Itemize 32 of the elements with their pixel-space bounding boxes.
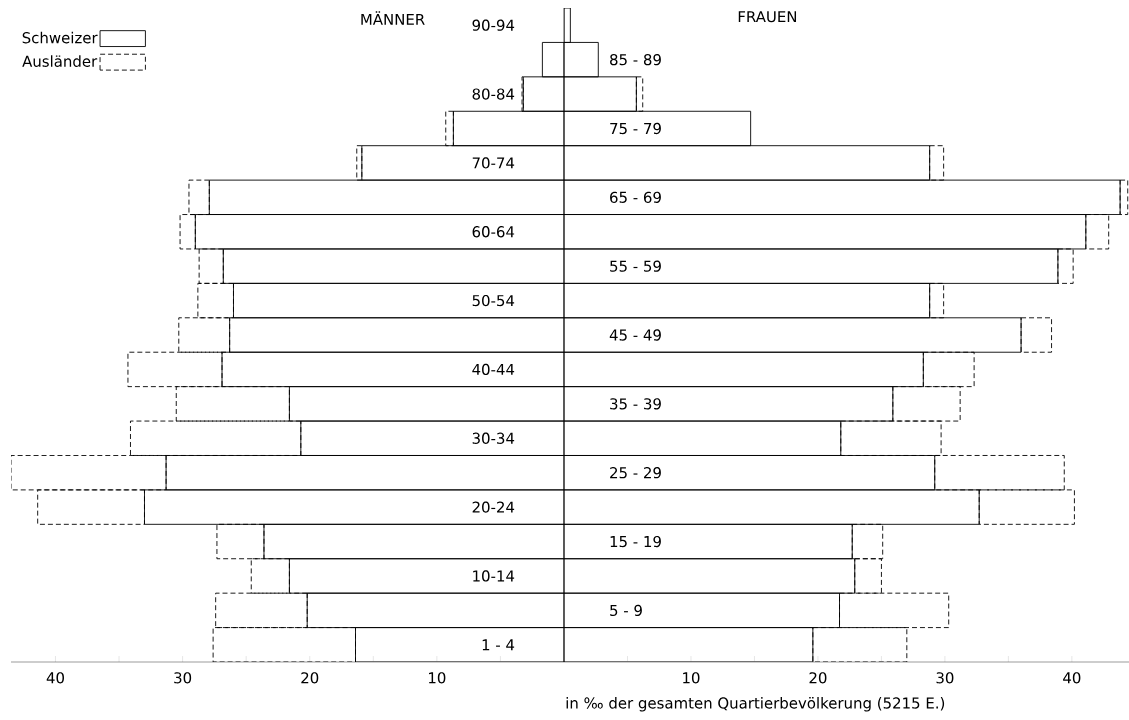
y-tick-label: 55 - 59 (610, 260, 661, 272)
y-tick-label: 65 - 69 (610, 191, 661, 203)
x-tick-label: 30 (936, 672, 954, 684)
y-tick-label: 20-24 (472, 501, 515, 513)
y-tick-label: 25 - 29 (610, 467, 661, 479)
x-tick-label: 20 (809, 672, 827, 684)
y-tick-label: 75 - 79 (610, 122, 661, 135)
x-tick-label: 20 (301, 672, 319, 684)
y-tick-label: 1 - 4 (482, 639, 515, 651)
x-tick-label: 40 (1063, 672, 1081, 684)
x-axis-title: in ‰ der gesamten Quartierbevölkerung (5215 E.) (566, 697, 945, 712)
y-tick-label: 40-44 (472, 363, 515, 376)
y-tick-label: 80-84 (472, 88, 515, 100)
x-tick-label: 10 (429, 672, 446, 684)
y-tick-label: 45 - 49 (609, 329, 661, 341)
y-tick-label: 5 - 9 (610, 604, 642, 617)
y-tick-label: 85 - 89 (610, 53, 661, 66)
y-tick-label: 15 - 19 (610, 535, 661, 548)
y-tick-label: 10-14 (473, 570, 515, 582)
y-tick-label: 60-64 (472, 226, 515, 238)
chart-title: FRAUEN (738, 11, 797, 23)
legend-label: Schweizer (22, 31, 98, 44)
y-tick-label: 30-34 (472, 432, 515, 444)
y-tick-label: 90-94 (472, 19, 515, 31)
y-tick-label: 70-74 (472, 157, 515, 169)
x-tick-label: 40 (46, 672, 64, 684)
legend-label: Ausländer (22, 55, 98, 67)
x-tick-label: 30 (174, 672, 192, 684)
y-tick-label: 35 - 39 (610, 398, 661, 410)
chart-title: MÄNNER (361, 11, 425, 25)
y-tick-label: 50-54 (472, 294, 515, 307)
x-tick-label: 10 (683, 672, 700, 684)
